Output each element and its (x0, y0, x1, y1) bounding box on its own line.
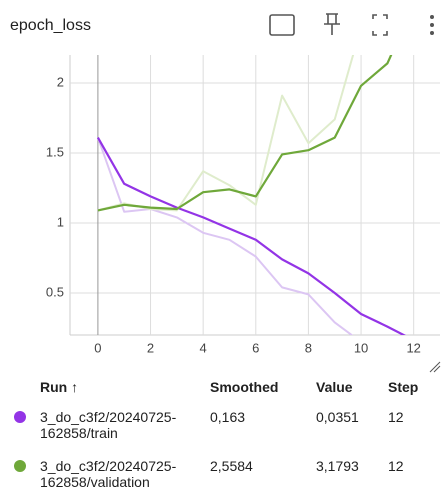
x-tick-label: 10 (354, 340, 368, 355)
chart-title: epoch_loss (10, 17, 91, 34)
table-header: Run ↑ (40, 379, 79, 395)
expand-icon[interactable] (372, 14, 388, 36)
smoothed-line (96, 137, 407, 335)
toolbar (269, 13, 434, 36)
menu-icon[interactable] (430, 15, 434, 35)
table-cell: 12 (388, 458, 404, 474)
table-cell: 3,1793 (316, 458, 359, 474)
chart: epoch_loss 0.5 1 1.5 2 0 2 4 6 8 10 12 (10, 13, 441, 373)
table-cell: 0,163 (210, 409, 246, 425)
table-cell: 12 (388, 409, 404, 425)
run-name: 3_do_c3f2/20240725-162858/validation (40, 458, 177, 490)
x-tick-label: 12 (406, 340, 420, 355)
run-color[interactable] (14, 411, 26, 423)
resize-icon[interactable] (429, 361, 441, 373)
fit-icon[interactable] (269, 14, 295, 36)
raw-line (97, 55, 355, 212)
y-tick-label: 2 (57, 74, 64, 89)
pin-icon[interactable] (324, 13, 340, 35)
x-tick-label: 4 (200, 340, 207, 355)
x-tick-label: 6 (252, 340, 259, 355)
smoothed-line (97, 55, 393, 212)
y-tick-label: 1 (57, 214, 64, 229)
y-tick-label: 0.5 (46, 284, 64, 299)
table-header: Smoothed (210, 379, 279, 395)
table-header: Value (316, 379, 353, 395)
run-color[interactable] (14, 460, 26, 472)
table-cell: 0,0351 (316, 409, 359, 425)
x-tick-label: 8 (305, 340, 312, 355)
x-tick-label: 2 (147, 340, 154, 355)
run-name: 3_do_c3f2/20240725-162858/train (40, 409, 177, 441)
y-tick-label: 1.5 (46, 144, 64, 159)
x-tick-label: 0 (94, 340, 101, 355)
table-header: Step (388, 379, 419, 395)
table-cell: 2,5584 (210, 458, 253, 474)
plot-area (96, 55, 407, 335)
